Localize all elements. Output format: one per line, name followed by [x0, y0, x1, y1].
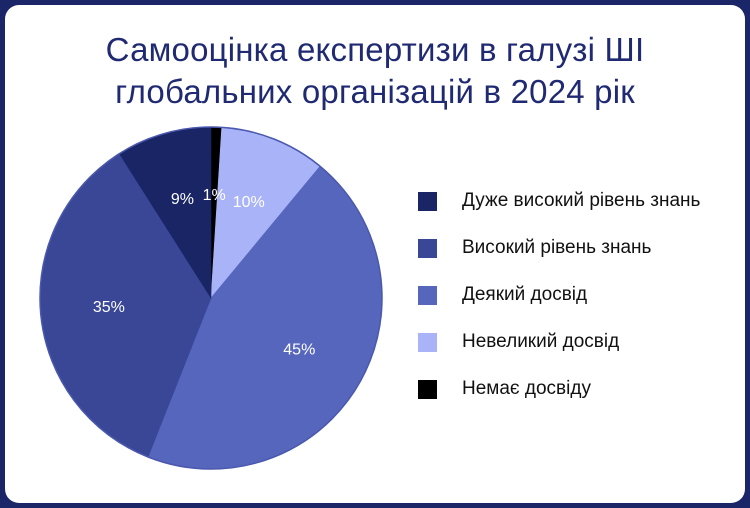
pie-slice-label-3: 35% — [93, 299, 125, 316]
legend-label-3: Невеликий досвід — [462, 331, 620, 352]
legend-label-2: Деякий досвід — [462, 284, 588, 305]
legend-swatch-4 — [418, 379, 437, 399]
chart-title: Самооцінка експертизи в галузі ШІ глобал… — [5, 29, 745, 113]
pie-slice-label-4: 9% — [171, 191, 194, 208]
legend-swatch-1 — [418, 238, 437, 258]
pie-outline — [39, 126, 383, 470]
chart-title-line-2: глобальних організацій в 2024 рік — [115, 73, 635, 110]
legend-label-0: Дуже високий рівень знань — [462, 190, 701, 211]
legend-item-2: Деякий досвід — [418, 284, 700, 306]
legend-item-1: Високий рівень знань — [418, 237, 700, 259]
legend-item-0: Дуже високий рівень знань — [418, 190, 700, 212]
pie-slice-label-1: 10% — [233, 194, 265, 211]
legend-item-4: Немає досвіду — [418, 378, 700, 400]
legend-swatch-2 — [418, 285, 437, 305]
legend-swatch-3 — [418, 332, 437, 352]
legend-item-3: Невеликий досвід — [418, 331, 700, 353]
pie-slice-label-0: 1% — [203, 187, 226, 204]
legend: Дуже високий рівень знань Високий рівень … — [418, 190, 700, 425]
pie-slice-label-2: 45% — [283, 342, 315, 359]
legend-label-1: Високий рівень знань — [462, 237, 652, 258]
chart-title-line-1: Самооцінка експертизи в галузі ШІ — [105, 31, 645, 68]
legend-label-4: Немає досвіду — [462, 378, 591, 399]
legend-swatch-0 — [418, 191, 437, 211]
